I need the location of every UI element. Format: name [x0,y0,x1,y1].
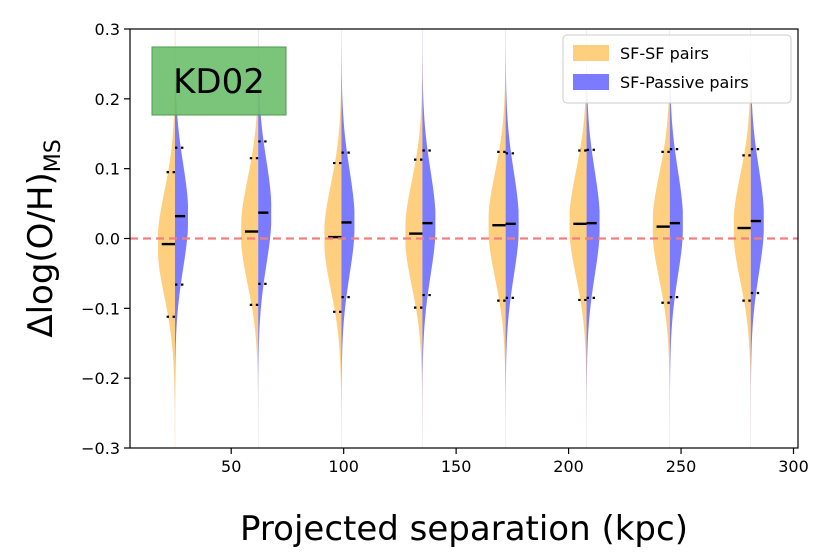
violin-sf-sf-0 [157,29,175,448]
violin-sf-sf-6 [652,29,670,448]
quartile-lines-layer [161,140,761,318]
y-tick-label: 0.2 [95,90,120,109]
legend-label-sf-sf: SF-SF pairs [620,44,709,63]
annotation-box: KD02 [151,46,287,116]
annotation-text: KD02 [173,62,265,102]
y-axis-label-main: Δlog(O/H) [21,172,61,337]
x-tick-label: 100 [328,457,359,476]
violin-sf-passive-3 [422,29,436,448]
legend-swatch-sf-passive [573,74,609,90]
legend-frame [562,34,792,104]
x-axis-ticks: 50 100 150 200 250 300 [221,448,809,476]
x-tick-label: 300 [778,457,809,476]
legend-swatch-sf-sf [573,45,609,61]
y-axis-ticks: −0.3 −0.2 −0.1 0.0 0.1 0.2 0.3 [81,20,130,458]
x-axis-label: Projected separation (kpc) [240,509,688,549]
y-axis-label-subscript: MS [41,139,66,172]
y-tick-label: 0.3 [95,20,120,39]
y-tick-label: 0.0 [95,230,120,249]
x-tick-label: 50 [221,457,241,476]
violin-sf-passive-0 [174,29,188,448]
annotation-rect [151,46,287,116]
x-tick-label: 150 [441,457,472,476]
y-tick-label: −0.1 [81,299,120,318]
violin-sf-passive-2 [341,29,355,448]
x-tick-label: 200 [553,457,584,476]
legend-label-sf-passive: SF-Passive pairs [620,73,749,92]
y-axis-label: Δlog(O/H)MS [21,139,66,337]
legend: SF-SF pairs SF-Passive pairs [562,34,792,104]
violin-sf-passive-5 [586,29,600,448]
violin-sf-sf-3 [405,29,423,448]
y-tick-label: −0.3 [81,439,120,458]
y-tick-label: 0.1 [95,160,120,179]
y-tick-label: −0.2 [81,369,120,388]
x-tick-label: 250 [666,457,697,476]
